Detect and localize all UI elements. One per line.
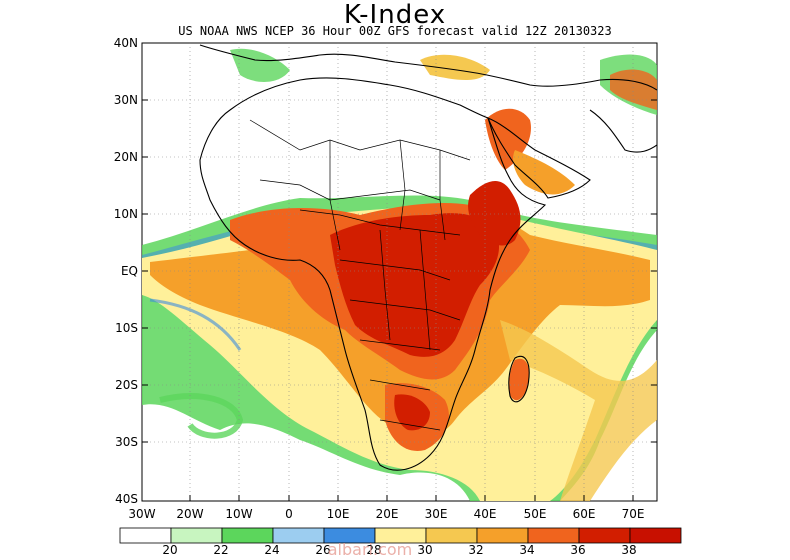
country-borders [249, 119, 471, 431]
axis-ticks [142, 99, 657, 501]
lat-label: 30S [115, 435, 138, 449]
k-index-fill [142, 48, 657, 501]
colorbar-swatch [170, 527, 223, 544]
legend-label: 26 [315, 543, 331, 557]
lon-label: 30E [424, 507, 448, 521]
lat-label: 20N [113, 150, 138, 164]
lon-label: 70E [621, 507, 645, 521]
grid-lines [142, 43, 657, 501]
legend-label: 20 [162, 543, 178, 557]
lon-label: 50E [523, 507, 547, 521]
colorbar-swatch [119, 527, 172, 544]
colorbar-swatch [527, 527, 580, 544]
legend-label: 22 [213, 543, 229, 557]
legend-label: 38 [621, 543, 637, 557]
colorbar-swatch [476, 527, 529, 544]
legend-label: 30 [417, 543, 433, 557]
map-title: K-Index [343, 0, 447, 30]
colorbar-swatch [629, 527, 682, 544]
legend-label: 36 [570, 543, 586, 557]
lat-label: 10S [115, 321, 138, 335]
lat-label: 30N [113, 93, 138, 107]
lon-label: 30W [128, 507, 156, 521]
colorbar [119, 527, 682, 544]
lon-label: 20E [375, 507, 399, 521]
lon-label: 60E [572, 507, 596, 521]
coastlines [199, 44, 657, 471]
lon-label: 10W [225, 507, 253, 521]
legend-label: 32 [468, 543, 484, 557]
lat-label: 20S [115, 378, 138, 392]
colorbar-swatch [578, 527, 631, 544]
legend-label: 24 [264, 543, 280, 557]
lat-label: 40S [115, 492, 138, 506]
lon-label: 10E [326, 507, 350, 521]
lat-label: EQ [120, 264, 138, 278]
lat-label: 10N [113, 207, 138, 221]
lon-label: 0 [285, 507, 293, 521]
legend-label: 28 [366, 543, 382, 557]
lon-label: 40E [473, 507, 497, 521]
watermark: albari.com [327, 540, 413, 559]
map-subtitle: US NOAA NWS NCEP 36 Hour 00Z GFS forecas… [178, 24, 612, 38]
lon-label: 20W [176, 507, 204, 521]
lat-label: 40N [113, 36, 138, 50]
legend-label: 34 [519, 543, 535, 557]
colorbar-swatch [221, 527, 274, 544]
